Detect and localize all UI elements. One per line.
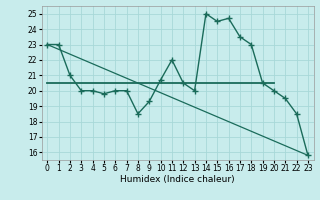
- X-axis label: Humidex (Indice chaleur): Humidex (Indice chaleur): [120, 175, 235, 184]
